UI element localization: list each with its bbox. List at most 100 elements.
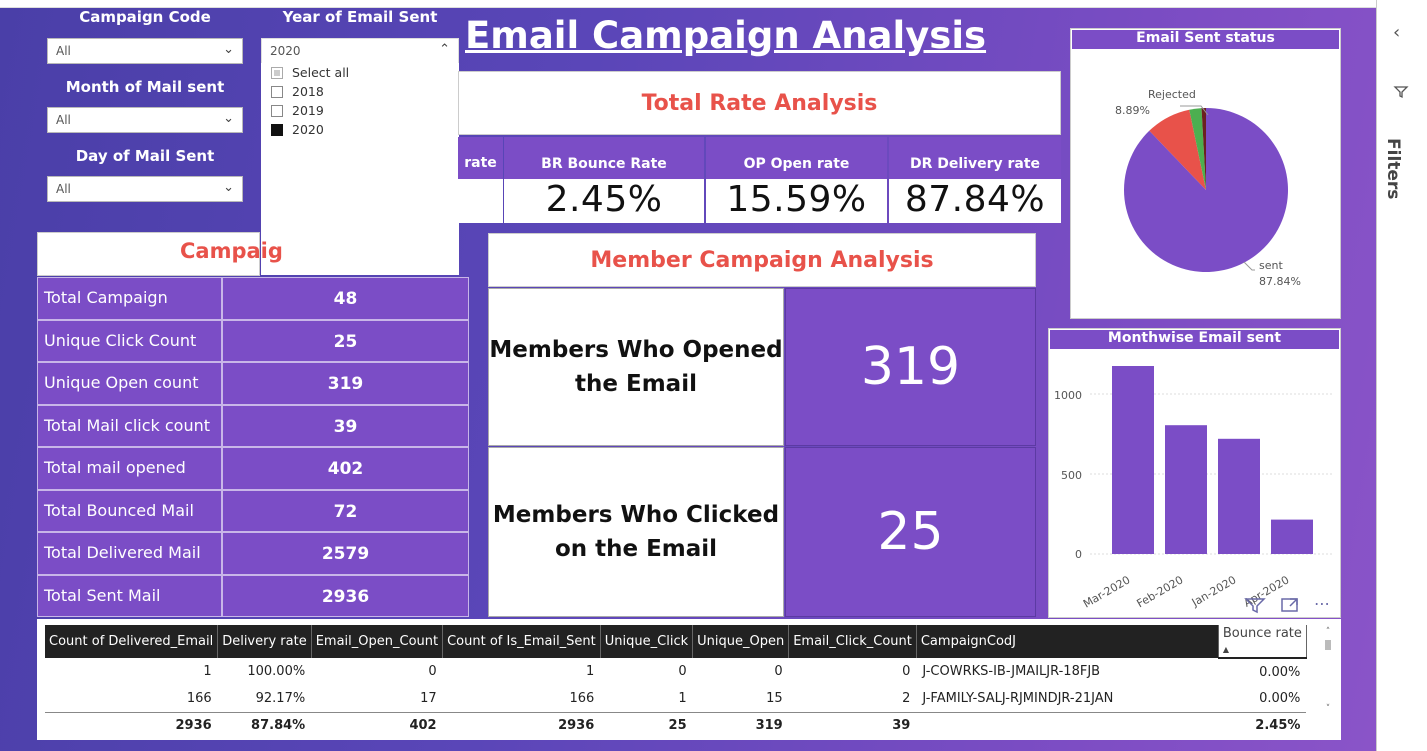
pie-label-sent: sent [1259,259,1283,272]
column-header[interactable]: Count of Delivered_Email [45,625,219,658]
y-tick-label: 1000 [1054,389,1082,402]
kpi-delivery-value: 87.84% [889,179,1061,223]
more-options-icon[interactable]: ⋯ [1314,594,1330,613]
year-dropdown[interactable]: 2020 ⌃ [261,38,459,64]
column-header[interactable]: CampaignCodJ [916,625,1219,658]
table-row: 166 92.17% 17 166 1 15 2 J-FAMILY-SALJ-RJMINDJR… [186,690,1301,706]
pie-label-rejected: Rejected [1148,88,1196,101]
column-header[interactable]: Count of Is_Email_Sent [442,625,601,658]
table-row: 1 100.00% 0 1 0 0 0 J-COWRKS-IB-JMAILJR-18FJB 0.… [203,664,1301,680]
total-rate-header: Total Rate Analysis [458,71,1061,135]
year-option-2019[interactable]: 2019 [261,101,459,120]
table-row: Total mail opened 402 [37,447,469,490]
bar-mar-2020[interactable] [1112,366,1154,554]
pie-slice-rejected[interactable] [1149,109,1206,190]
table-row: Total Delivered Mail 2579 [37,532,469,575]
bar-feb-2020[interactable] [1165,425,1207,554]
month-label: Month of Mail sent [65,78,225,96]
member-analysis-title: Member Campaign Analysis [590,247,934,273]
year-option-select-all[interactable]: Select all [261,63,459,82]
day-dropdown[interactable]: All ⌄ [47,176,243,202]
table-row: Total Campaign 48 [37,277,469,320]
column-header[interactable]: Email_Click_Count [788,625,917,658]
table-total-row: 2936 87.84% 402 2936 25 319 39 2.45% [45,711,1307,739]
members-clicked-value: 25 [785,447,1036,617]
table-scrollbar[interactable]: ˄ ˅ [1323,627,1333,725]
column-header[interactable]: Delivery rate [217,625,312,658]
rejected-leader-line [1180,105,1209,116]
members-clicked-label: Members Who Clicked on the Email [488,447,784,617]
checkbox-checked-icon [271,123,283,136]
filters-pane: ‹ Filters [1376,0,1427,751]
year-label: Year of Email Sent [282,8,438,26]
total-rate-title: Total Rate Analysis [641,90,878,116]
campaign-code-dropdown[interactable]: All ⌄ [47,38,243,64]
bar-chart: 1000 500 0 Mar-2020 Feb-2020 Jan-2020 Ap… [1054,366,1332,611]
column-header[interactable]: Email_Open_Count [311,625,444,658]
sort-asc-icon: ▲ [1222,645,1230,654]
campaign-code-value: All [56,44,71,58]
chevron-down-icon: ⌄ [223,111,234,126]
day-label: Day of Mail Sent [75,147,215,165]
focus-mode-icon[interactable] [1280,596,1300,614]
filter-funnel-icon [1393,86,1409,99]
x-tick-label: Mar-2020 [1081,573,1133,610]
detail-table-panel: Count of Delivered_Email Delivery rate E… [37,619,1341,740]
kpi-open-value: 15.59% [706,179,887,223]
pie-chart-title: Email Sent status [1072,30,1339,49]
table-row: Unique Open count 319 [37,362,469,405]
table-row: Total Sent Mail 2936 [37,574,469,617]
x-tick-label: Jan-2020 [1189,573,1239,609]
pie-slice-sent[interactable] [1124,108,1288,272]
scroll-thumb[interactable] [1325,640,1331,650]
chevron-down-icon: ⌄ [223,180,234,195]
column-header[interactable]: Unique_Click [600,625,694,658]
month-value: All [56,113,71,127]
campaign-table-title: Campaig [180,239,283,263]
scroll-down-icon[interactable]: ˅ [1325,704,1331,714]
kpi-delivery-label: DR Delivery rate [889,137,1061,179]
pie-slice-other[interactable] [1189,108,1206,190]
campaign-code-label: Campaign Code [79,8,211,26]
table-row: Total Bounced Mail 72 [37,489,469,532]
top-toolbar-strip [0,0,1376,8]
year-option-2020[interactable]: 2020 [261,120,459,139]
column-header-sorted[interactable]: Bounce rate ▲ [1218,625,1307,659]
campaign-summary-table: Total Campaign 48 Unique Click Count 25 Un… [37,277,469,617]
year-option-2018[interactable]: 2018 [261,82,459,101]
chevron-down-icon: ⌄ [223,42,234,57]
y-tick-label: 500 [1061,469,1082,482]
x-tick-label: Feb-2020 [1134,573,1185,610]
bar-jan-2020[interactable] [1218,438,1260,554]
column-header[interactable]: Unique_Open [692,625,790,658]
table-row: Unique Click Count 25 [37,319,469,362]
kpi-open-label: OP Open rate [706,137,887,179]
bar-apr-2020[interactable] [1271,519,1313,554]
year-options-panel: Select all 2018 2019 2020 [261,63,459,275]
collapse-chevron-icon[interactable]: ‹ [1393,22,1401,43]
year-value: 2020 [270,44,301,58]
pie-label-sent-pct: 87.84% [1259,275,1301,288]
bar-chart-title: Monthwise Email sent [1050,330,1339,349]
kpi-bounce-value: 2.45% [504,179,704,223]
filter-icon[interactable] [1244,596,1266,614]
pie-slice-other[interactable] [1201,108,1206,190]
detail-table: Count of Delivered_Email Delivery rate E… [45,625,1307,739]
y-tick-label: 0 [1075,548,1082,561]
kpi-clipped-value [458,179,503,223]
page-title: Email Campaign Analysis [465,14,987,57]
sent-leader-line [1243,261,1255,271]
month-dropdown[interactable]: All ⌄ [47,107,243,133]
checkbox-icon [271,104,283,117]
checkbox-partial-icon [271,66,283,79]
members-opened-value: 319 [785,288,1036,446]
table-row: Total Mail click count 39 [37,404,469,447]
filters-pane-label[interactable]: Filters [1383,138,1403,200]
pie-chart: Rejected 8.89% sent 87.84% [1115,88,1301,288]
scroll-up-icon[interactable]: ˄ [1325,627,1331,637]
checkbox-icon [271,85,283,98]
day-value: All [56,182,71,196]
campaign-table-header: Campaig [37,232,283,276]
kpi-clipped-header: rate [458,137,503,179]
pie-label-rejected-pct: 8.89% [1115,104,1150,117]
